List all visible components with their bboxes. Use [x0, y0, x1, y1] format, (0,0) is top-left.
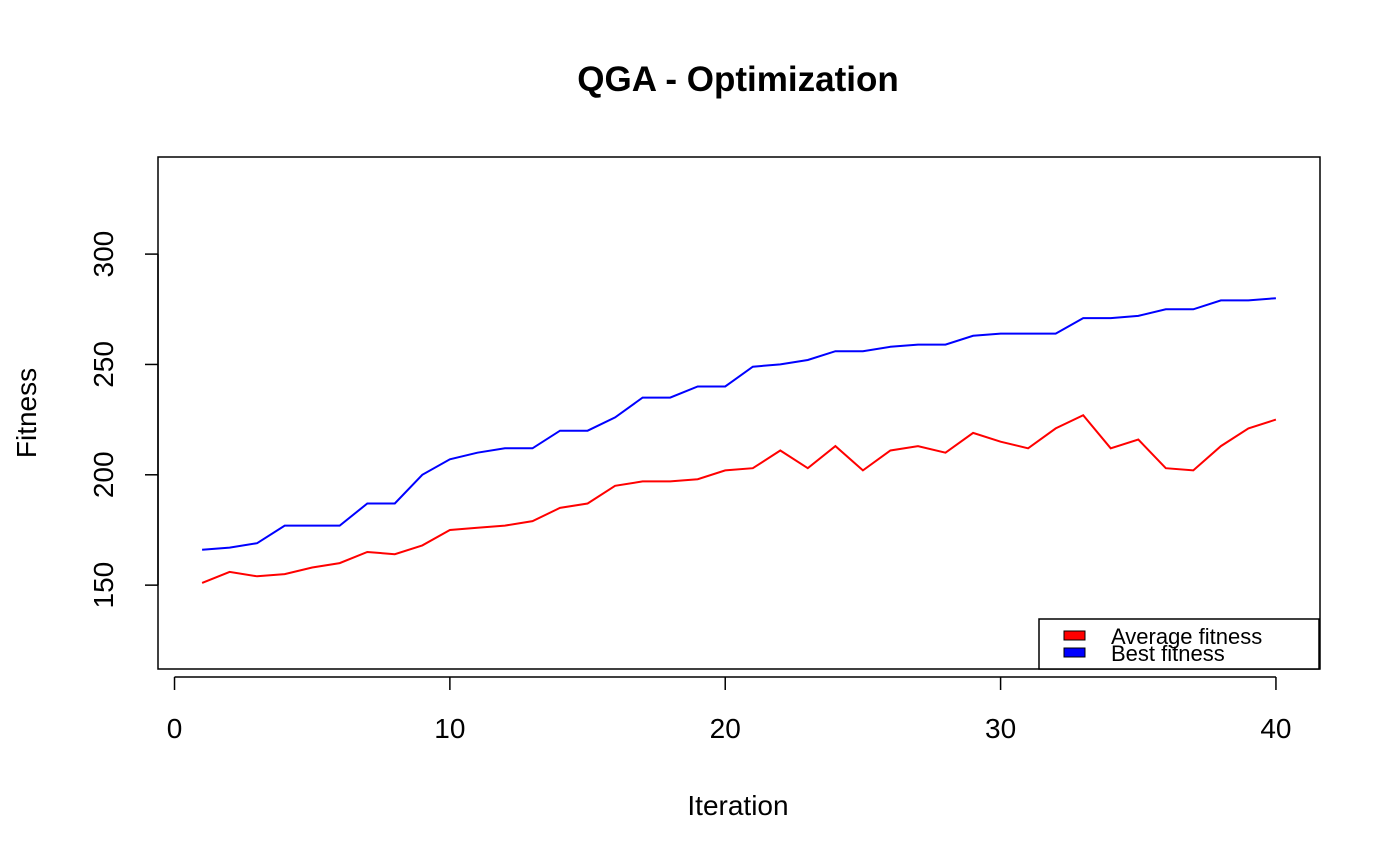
x-tick-label: 20 — [710, 713, 741, 744]
x-axis-label: Iteration — [687, 790, 788, 821]
y-axis-label: Fitness — [11, 368, 42, 458]
legend-swatch-best — [1064, 648, 1085, 657]
legend-label-best: Best fitness — [1111, 641, 1225, 666]
y-tick-label: 150 — [88, 562, 119, 609]
series-line-best-fitness — [202, 298, 1276, 550]
y-tick-label: 250 — [88, 341, 119, 388]
x-tick-label: 40 — [1260, 713, 1291, 744]
series-line-average-fitness — [202, 415, 1276, 583]
y-axis: 150 200 250 300 — [88, 231, 158, 609]
legend: Average fitness Best fitness — [1039, 619, 1319, 669]
legend-swatch-average — [1064, 631, 1085, 640]
chart-title: QGA - Optimization — [577, 60, 898, 99]
x-axis: 0 10 20 30 40 — [167, 677, 1292, 744]
plot-frame — [158, 157, 1320, 669]
y-tick-label: 300 — [88, 231, 119, 278]
y-tick-label: 200 — [88, 451, 119, 498]
x-tick-label: 30 — [985, 713, 1016, 744]
series-layer — [202, 298, 1276, 583]
x-tick-label: 10 — [434, 713, 465, 744]
x-tick-label: 0 — [167, 713, 183, 744]
